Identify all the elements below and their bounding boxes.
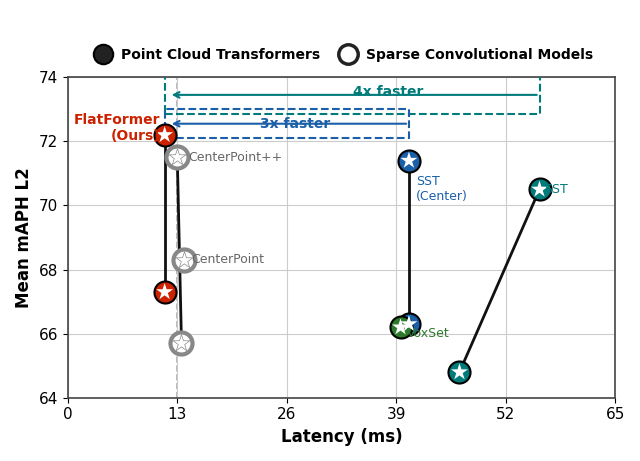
Point: [179, 256, 189, 264]
Point: [159, 288, 170, 296]
Text: 3x faster: 3x faster: [260, 117, 330, 131]
Point: [159, 131, 170, 139]
Point: [179, 256, 189, 264]
Text: VoxSet: VoxSet: [407, 327, 450, 340]
Legend: Point Cloud Transformers, Sparse Convolutional Models: Point Cloud Transformers, Sparse Convolu…: [84, 42, 599, 68]
Point: [172, 154, 182, 161]
Point: [534, 186, 545, 193]
Point: [534, 186, 545, 193]
Point: [404, 320, 414, 328]
Point: [404, 157, 414, 164]
Text: CenterPoint: CenterPoint: [191, 254, 264, 266]
Point: [404, 157, 414, 164]
Point: [172, 154, 182, 161]
Point: [404, 320, 414, 328]
Point: [177, 340, 187, 347]
Y-axis label: Mean mAPH L2: Mean mAPH L2: [15, 167, 33, 308]
Point: [454, 368, 465, 376]
Point: [396, 324, 406, 331]
Text: SST
(Center): SST (Center): [415, 176, 468, 203]
Point: [159, 288, 170, 296]
X-axis label: Latency (ms): Latency (ms): [281, 428, 403, 446]
Point: [177, 340, 187, 347]
Point: [159, 131, 170, 139]
Text: CenterPoint++: CenterPoint++: [188, 151, 282, 164]
Point: [396, 324, 406, 331]
Text: SST: SST: [544, 183, 568, 196]
Text: 4x faster: 4x faster: [353, 85, 423, 99]
Text: FlatFormer
(Ours): FlatFormer (Ours): [74, 112, 161, 143]
Point: [454, 368, 465, 376]
